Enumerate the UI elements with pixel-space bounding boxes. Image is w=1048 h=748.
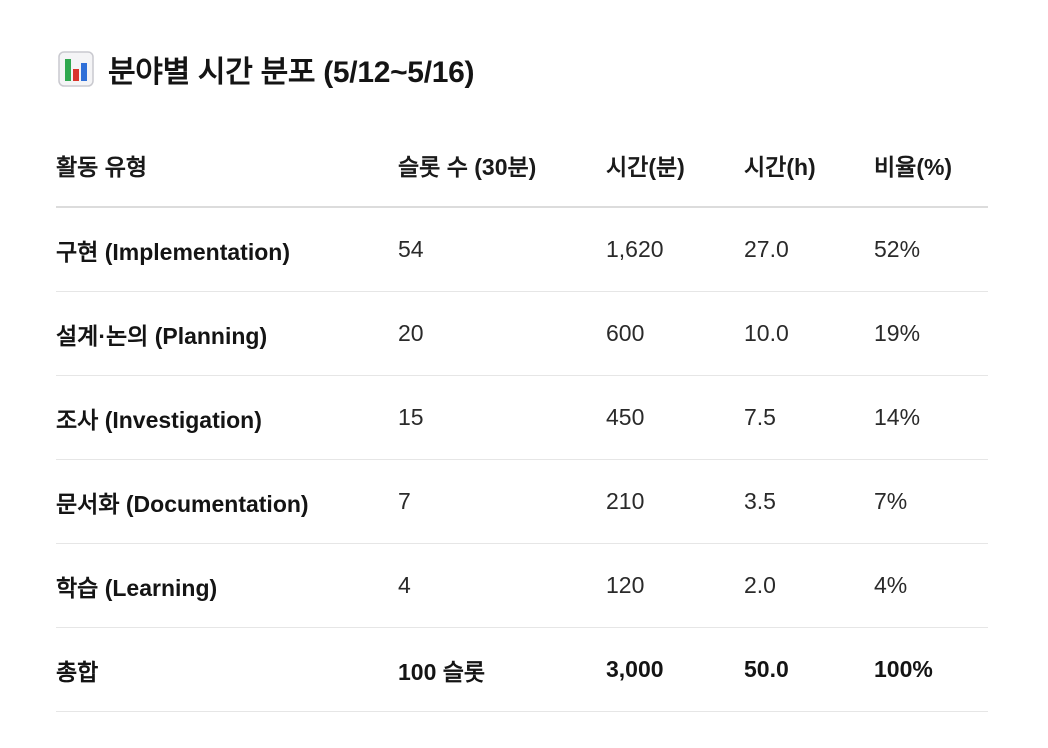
- table-header-row: 활동 유형 슬롯 수 (30분) 시간(분) 시간(h) 비율(%): [56, 124, 988, 208]
- percent: 14%: [874, 375, 988, 460]
- column-header-percent: 비율(%): [874, 124, 988, 208]
- table-row: 조사 (Investigation) 15 450 7.5 14%: [56, 375, 988, 460]
- minutes: 600: [606, 291, 744, 376]
- total-minutes: 3,000: [606, 627, 744, 712]
- hours: 10.0: [744, 291, 874, 376]
- minutes: 1,620: [606, 207, 744, 292]
- time-distribution-table: 활동 유형 슬롯 수 (30분) 시간(분) 시간(h) 비율(%) 구현 (I…: [56, 124, 988, 712]
- hours: 7.5: [744, 375, 874, 460]
- total-row: 총합 100 슬롯 3,000 50.0 100%: [56, 627, 988, 712]
- bar-chart-icon: [58, 51, 94, 87]
- slot-count: 15: [398, 375, 606, 460]
- percent: 19%: [874, 291, 988, 376]
- activity-name: 학습 (Learning): [56, 543, 398, 628]
- activity-name: 설계·논의 (Planning): [56, 291, 398, 376]
- percent: 4%: [874, 543, 988, 628]
- activity-name: 구현 (Implementation): [56, 207, 398, 292]
- minutes: 120: [606, 543, 744, 628]
- percent: 52%: [874, 207, 988, 292]
- hours: 27.0: [744, 207, 874, 292]
- percent: 7%: [874, 459, 988, 544]
- total-hours: 50.0: [744, 627, 874, 712]
- total-label: 총합: [56, 627, 398, 712]
- activity-name: 문서화 (Documentation): [56, 459, 398, 544]
- section-heading: 분야별 시간 분포 (5/12~5/16): [58, 46, 474, 92]
- column-header-hours: 시간(h): [744, 124, 874, 208]
- hours: 2.0: [744, 543, 874, 628]
- table-row: 구현 (Implementation) 54 1,620 27.0 52%: [56, 207, 988, 292]
- activity-name: 조사 (Investigation): [56, 375, 398, 460]
- total-slot-count: 100 슬롯: [398, 627, 606, 712]
- column-header-minutes: 시간(분): [606, 124, 744, 208]
- minutes: 210: [606, 459, 744, 544]
- minutes: 450: [606, 375, 744, 460]
- column-header-activity-type: 활동 유형: [56, 124, 398, 208]
- table-row: 학습 (Learning) 4 120 2.0 4%: [56, 543, 988, 628]
- total-percent: 100%: [874, 627, 988, 712]
- table-row: 설계·논의 (Planning) 20 600 10.0 19%: [56, 291, 988, 376]
- slot-count: 4: [398, 543, 606, 628]
- column-header-slot-count: 슬롯 수 (30분): [398, 124, 606, 208]
- page-title: 분야별 시간 분포 (5/12~5/16): [108, 56, 475, 89]
- hours: 3.5: [744, 459, 874, 544]
- table-row: 문서화 (Documentation) 7 210 3.5 7%: [56, 459, 988, 544]
- slot-count: 7: [398, 459, 606, 544]
- slot-count: 20: [398, 291, 606, 376]
- slot-count: 54: [398, 207, 606, 292]
